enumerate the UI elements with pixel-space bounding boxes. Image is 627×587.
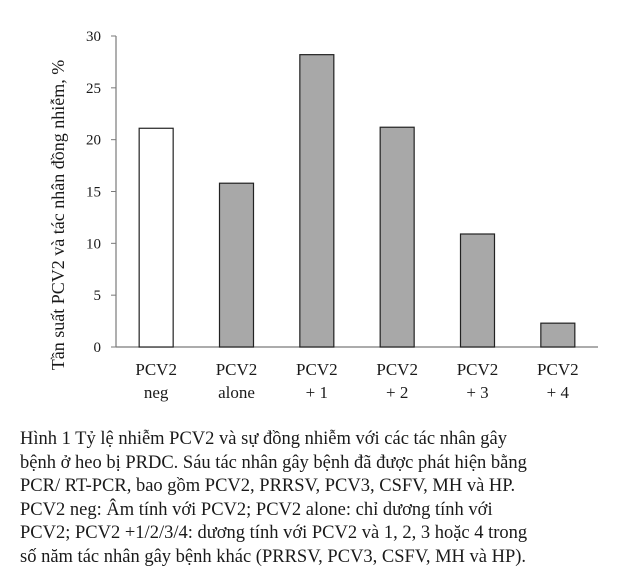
x-tick-sublabel: + 3 — [466, 383, 488, 402]
x-tick-label: PCV2 — [457, 360, 499, 379]
bars — [138, 54, 576, 348]
y-axis-label: Tần suất PCV2 và tác nhân đồng nhiễm, % — [48, 60, 68, 370]
x-tick-label: PCV2 — [296, 360, 338, 379]
bar-chart: Tần suất PCV2 và tác nhân đồng nhiễm, % … — [48, 29, 598, 402]
x-tick-label: PCV2 — [216, 360, 258, 379]
x-tick-label: PCV2 — [537, 360, 579, 379]
y-tick-label: 30 — [86, 29, 101, 45]
x-tick-sublabel: + 2 — [386, 383, 408, 402]
x-tick-sublabel: alone — [218, 383, 255, 402]
y-ticks: 0 5 10 15 20 25 30 — [86, 29, 116, 356]
caption-line: PCV2; PCV2 +1/2/3/4: dương tính với PCV2… — [20, 523, 528, 543]
bar — [459, 233, 496, 348]
axes — [115, 36, 598, 348]
y-tick-label: 20 — [86, 133, 101, 149]
caption-line: số năm tác nhân gây bệnh khác (PRRSV, PC… — [20, 546, 527, 567]
x-tick-sublabel: + 4 — [547, 383, 570, 402]
y-tick-label: 15 — [86, 185, 101, 201]
x-tick-sublabel: + 1 — [306, 383, 328, 402]
y-tick-label: 10 — [86, 236, 101, 252]
caption-line: Hình 1 Tỷ lệ nhiễm PCV2 và sự đồng nhiễm… — [20, 429, 508, 449]
x-tick-labels: PCV2 neg PCV2 alone PCV2 + 1 PCV2 + 2 PCV2 + 3 PCV… — [135, 360, 578, 402]
y-tick-label: 0 — [94, 340, 102, 356]
figure-caption: Hình 1 Tỷ lệ nhiễm PCV2 và sự đồng nhiễm… — [20, 428, 620, 569]
caption-line: bệnh ở heo bị PRDC. Sáu tác nhân gây bện… — [20, 452, 527, 473]
bar — [299, 54, 335, 348]
x-tick-label: PCV2 — [135, 360, 177, 379]
bar — [540, 322, 576, 348]
caption-line: PCV2 neg: Âm tính với PCV2; PCV2 alone: … — [20, 499, 493, 520]
y-tick-label: 25 — [86, 81, 101, 97]
x-tick-label: PCV2 — [376, 360, 418, 379]
y-tick-label: 5 — [94, 288, 102, 304]
bar — [379, 126, 415, 348]
caption-line: PCR/ RT-PCR, bao gồm PCV2, PRRSV, PCV3, … — [20, 476, 516, 496]
bar — [138, 127, 174, 348]
bar — [218, 182, 255, 348]
x-tick-sublabel: neg — [144, 383, 169, 402]
